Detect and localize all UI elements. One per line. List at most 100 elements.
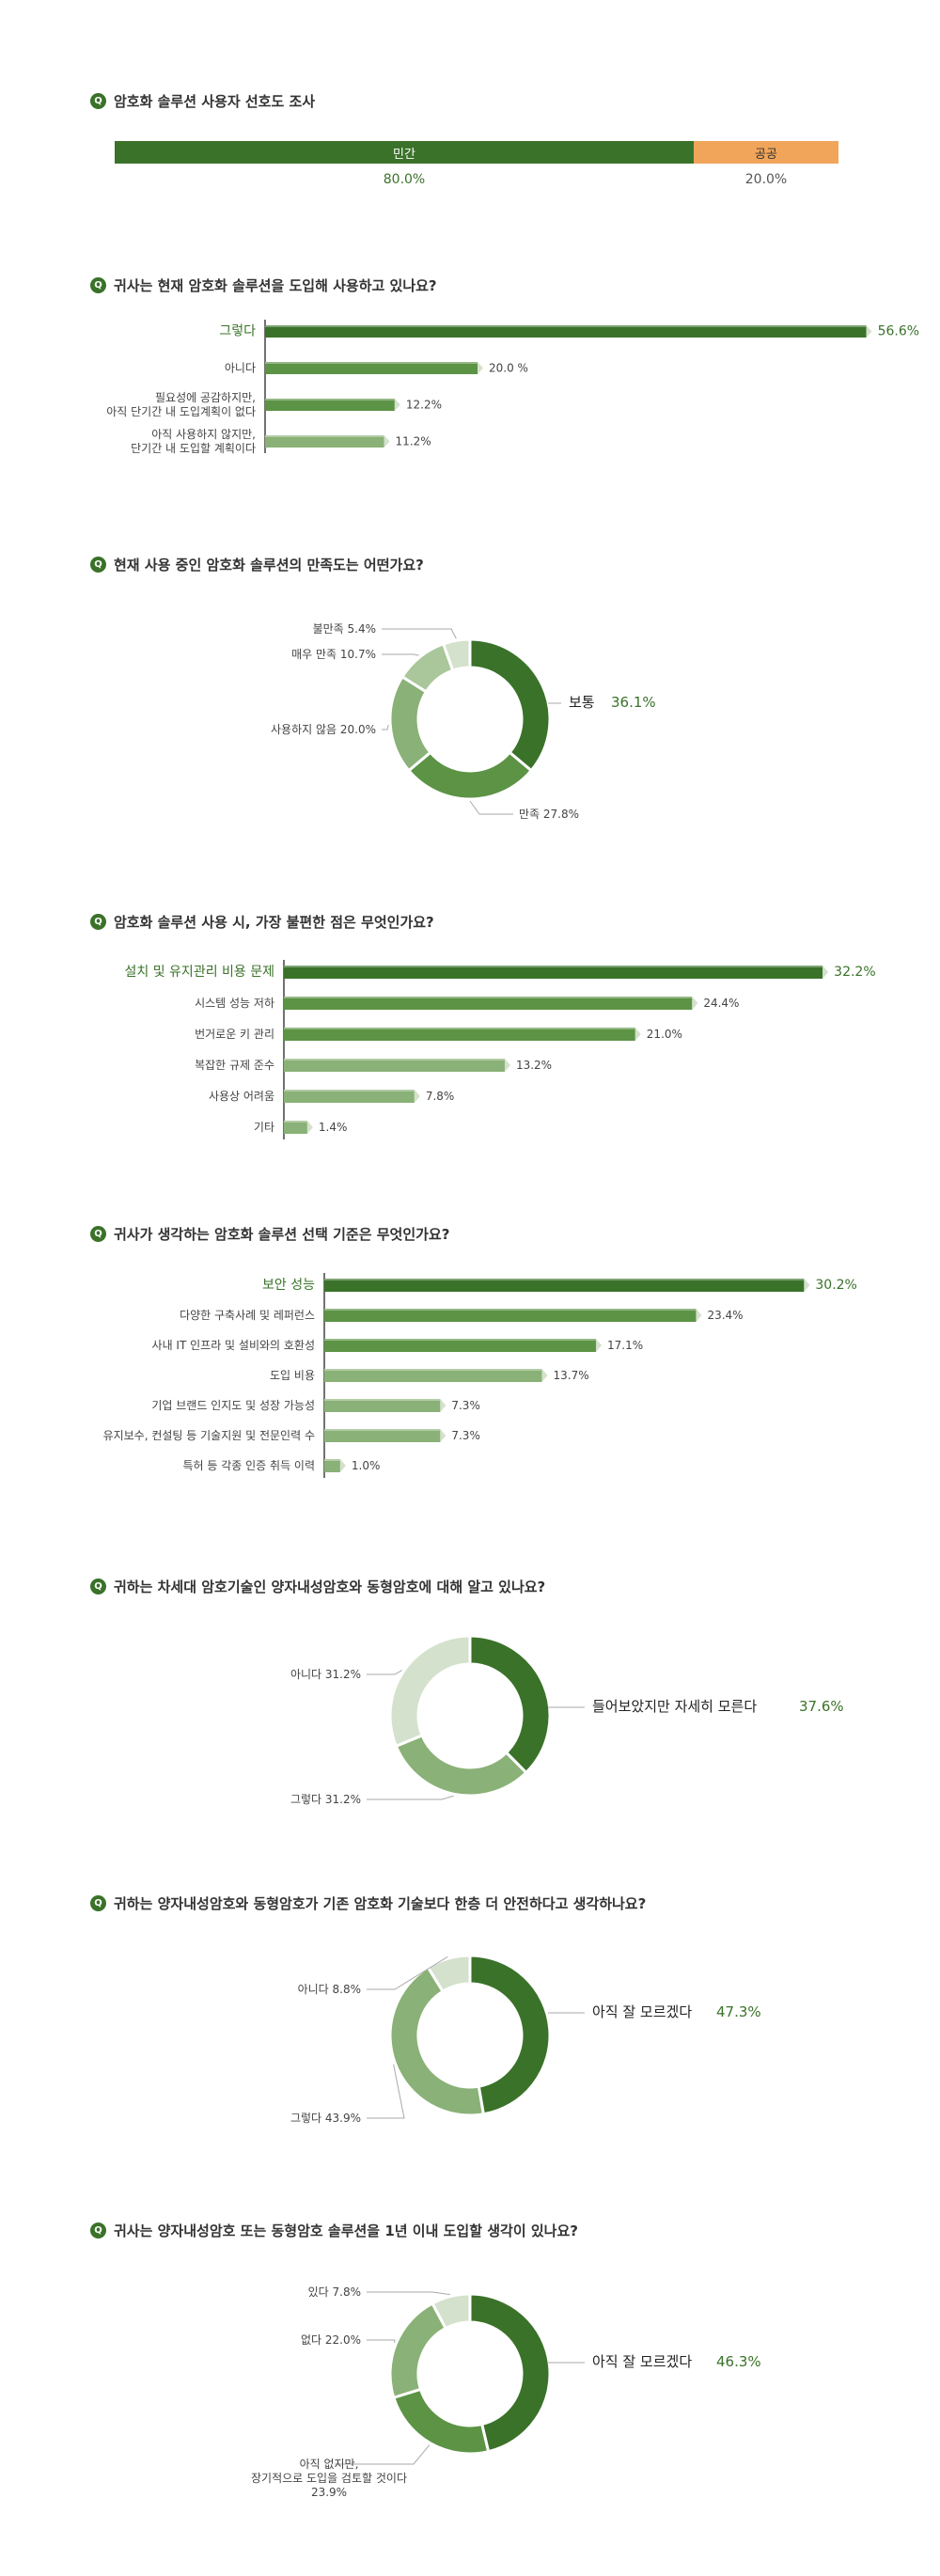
q-icon: Q <box>90 914 106 930</box>
leader-line <box>367 1670 402 1675</box>
donut-slice-0 <box>468 637 552 773</box>
donut-label: 만족 27.8% <box>519 808 579 821</box>
bar-category-label: 기업 브랜드 인지도 및 성장 가능성 <box>151 1399 315 1412</box>
donut-main-label: 아직 잘 모르겠다 <box>592 2353 692 2370</box>
bar-category-line: 설치 및 유지관리 비용 문제 <box>125 965 274 980</box>
q6-title-text: 귀하는 차세대 암호기술인 양자내성암호와 동형암호에 대해 알고 있나요? <box>114 1579 546 1595</box>
bar-category-label: 설치 및 유지관리 비용 문제 <box>125 965 274 980</box>
bar-2 <box>265 399 395 411</box>
stack-segment-public: 공공 <box>694 141 838 164</box>
bar-value-label: 13.2% <box>516 1059 552 1072</box>
bar-2 <box>284 1028 635 1041</box>
q6-donut-chart: 들어보았지만 자세히 모른다 37.6% 그렇다 31.2% 아니다 31.2% <box>290 1634 844 1806</box>
bar-category-label: 특허 등 각종 인증 취득 이력 <box>182 1459 315 1472</box>
donut-main-value: 47.3% <box>716 2003 761 2020</box>
bar-4 <box>324 1399 441 1412</box>
q-icon: Q <box>90 557 106 573</box>
q3-donut-chart: 보통 36.1% 만족 27.8% 사용하지 않음 20.0% 매우 만족 10.7% 불… <box>271 622 656 821</box>
donut-label: 불만족 5.4% <box>313 622 376 636</box>
bar-value-label: 24.4% <box>703 997 739 1010</box>
bar-category-line: 번거로운 키 관리 <box>195 1028 274 1041</box>
bar-category-line: 필요성에 공감하지만, <box>155 391 256 404</box>
donut-slice-2 <box>388 2301 448 2400</box>
bar-category-label: 시스템 성능 저하 <box>195 997 274 1010</box>
q5-title-text: 귀사가 생각하는 암호화 솔루션 선택 기준은 무엇인가요? <box>114 1226 450 1243</box>
bar-category-line: 도입 비용 <box>270 1369 315 1382</box>
bar-tip-2 <box>634 1028 641 1041</box>
leader-line <box>367 1956 448 1990</box>
bar-category-line: 아니다 <box>225 362 256 375</box>
bar-1 <box>324 1309 697 1322</box>
leader-line <box>367 2064 405 2119</box>
bar-tip-1 <box>478 362 483 374</box>
q6-title: Q 귀하는 차세대 암호기술인 양자내성암호와 동형암호에 대해 알고 있나요? <box>90 1577 545 1596</box>
q2-bar-chart: 그렇다 56.6% 아니다 20.0 % 필요성에 공감하지만, 아직 단기간 내 도입계… <box>106 320 919 455</box>
bar-tip-0 <box>822 966 829 979</box>
bar-category-label: 아직 사용하지 않지만, 단기간 내 도입할 계획이다 <box>131 428 256 455</box>
bar-value-label: 23.4% <box>707 1309 743 1322</box>
stack-value-label: 80.0% <box>383 172 426 187</box>
donut-label-value: 23.9% <box>311 2486 347 2499</box>
bar-category-label: 유지보수, 컨설팅 등 기술지원 및 전문인력 수 <box>103 1429 315 1442</box>
q3-title: Q 현재 사용 중인 암호화 솔루션의 만족도는 어떤가요? <box>90 555 424 574</box>
q4-title-text: 암호화 솔루션 사용 시, 가장 불편한 점은 무엇인가요? <box>114 914 434 931</box>
bar-category-line: 사내 IT 인프라 및 설비와의 호환성 <box>152 1339 315 1352</box>
bar-category-label: 번거로운 키 관리 <box>195 1028 274 1041</box>
q-icon: Q <box>90 277 106 293</box>
bar-value-label: 1.4% <box>319 1121 348 1134</box>
bar-category-label: 복잡한 규제 준수 <box>195 1059 274 1072</box>
q-icon: Q <box>90 1895 106 1911</box>
bar-0 <box>284 966 823 979</box>
bar-category-label: 보안 성능 <box>262 1278 315 1293</box>
bar-category-line: 사용상 어려움 <box>209 1090 274 1103</box>
donut-label: 사용하지 않음 20.0% <box>271 723 376 736</box>
bar-category-line: 보안 성능 <box>262 1278 315 1293</box>
donut-label: 그렇다 31.2% <box>290 1792 361 1806</box>
bar-value-label: 7.3% <box>451 1399 480 1412</box>
bar-category-label: 도입 비용 <box>270 1369 315 1382</box>
donut-slice-1 <box>388 1965 486 2117</box>
leader-line <box>382 724 389 730</box>
bar-category-line: 단기간 내 도입할 계획이다 <box>131 442 256 455</box>
donut-slice-2 <box>388 1634 472 1749</box>
bar-value-label: 30.2% <box>815 1278 856 1293</box>
bar-1 <box>284 997 693 1010</box>
donut-slice-4 <box>441 637 472 673</box>
bar-category-line: 기업 브랜드 인지도 및 성장 가능성 <box>151 1399 315 1412</box>
donut-label: 아니다 31.2% <box>290 1668 361 1681</box>
leader-line <box>367 2339 396 2344</box>
bar-4 <box>284 1090 415 1103</box>
bar-5 <box>324 1429 441 1442</box>
donut-label: 아직 없지만, 장기적으로 도입을 검토할 것이다 23.9% <box>251 2458 407 2499</box>
bar-3 <box>324 1369 542 1382</box>
donut-main-value: 37.6% <box>799 1698 844 1715</box>
q-icon: Q <box>90 1226 106 1242</box>
bar-tip-6 <box>339 1459 346 1472</box>
donut-slice-1 <box>394 1733 528 1798</box>
bar-category-line: 아직 사용하지 않지만, <box>151 428 256 441</box>
bar-tip-0 <box>866 325 872 338</box>
leader-line <box>382 653 419 656</box>
bar-tip-2 <box>394 399 400 411</box>
bar-category-line: 다양한 구축사례 및 레퍼런스 <box>180 1309 315 1322</box>
bar-tip-3 <box>504 1059 510 1072</box>
bar-value-label: 1.0% <box>352 1459 381 1472</box>
bar-tip-4 <box>414 1090 420 1103</box>
bar-value-label: 7.3% <box>451 1429 480 1442</box>
q-icon: Q <box>90 1579 106 1594</box>
q-icon: Q <box>90 2223 106 2238</box>
bar-category-line: 시스템 성능 저하 <box>195 997 274 1010</box>
q8-title: Q 귀사는 양자내성암호 또는 동형암호 솔루션을 1년 이내 도입할 생각이 … <box>90 2221 578 2240</box>
bar-value-label: 11.2% <box>396 435 431 448</box>
bar-tip-3 <box>384 435 390 448</box>
bar-3 <box>284 1059 505 1072</box>
bar-tip-3 <box>541 1369 548 1382</box>
bar-category-label: 기타 <box>254 1121 274 1134</box>
bar-value-label: 17.1% <box>607 1339 643 1352</box>
bar-value-label: 20.0 % <box>489 362 528 375</box>
q3-title-text: 현재 사용 중인 암호화 솔루션의 만족도는 어떤가요? <box>114 557 424 573</box>
leader-line <box>335 2444 431 2465</box>
donut-label: 있다 7.8% <box>308 2285 361 2299</box>
bar-tip-2 <box>595 1339 602 1352</box>
bar-value-label: 12.2% <box>406 399 442 412</box>
